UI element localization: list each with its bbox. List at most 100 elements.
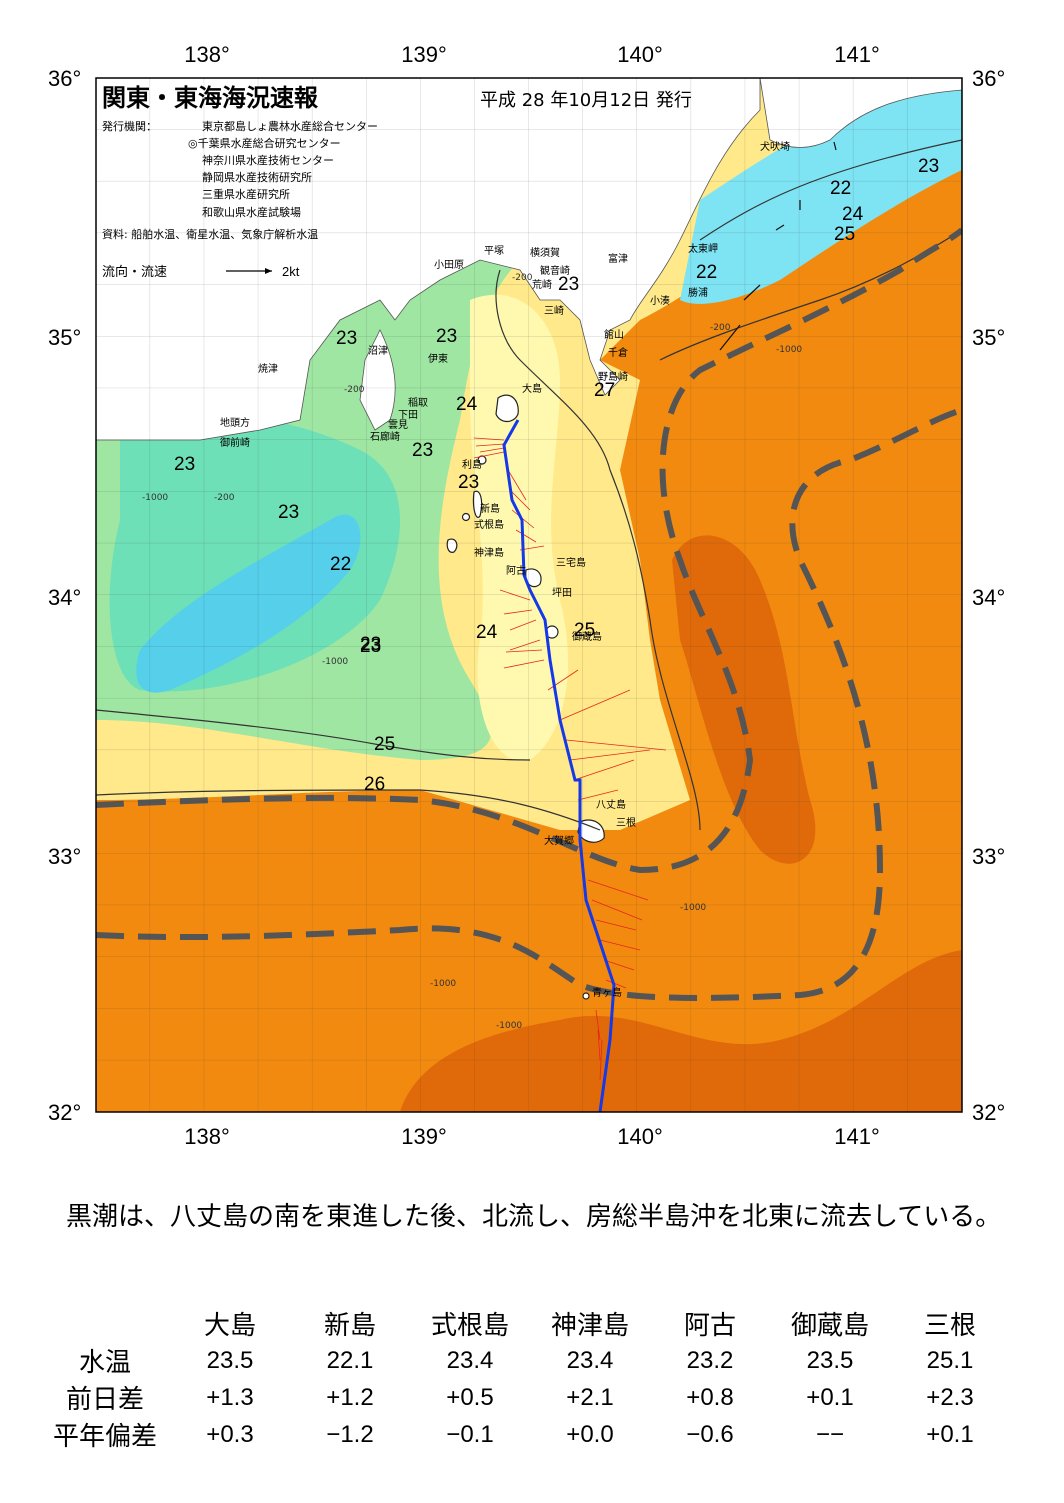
data-source: 資料: 船舶水温、衛星水温、気象庁解析水温 [102, 227, 318, 241]
kuroshio-summary: 黒潮は、八丈島の南を東進した後、北流し、房総半島沖を北東に流去している。 [66, 1202, 1002, 1232]
table-cell: +1.2 [326, 1383, 374, 1411]
temp-label: 23 [360, 636, 381, 657]
table-cell: 23.5 [806, 1346, 854, 1374]
temp-label: 24 [842, 204, 864, 225]
table-cell: 23.2 [686, 1346, 734, 1374]
temp-label: 22 [330, 554, 351, 575]
table-cell: −1.2 [326, 1420, 374, 1448]
place-label: 雲見 [388, 419, 408, 431]
temp-label: 23 [436, 326, 457, 347]
place-label: 館山 [604, 328, 624, 341]
station-header: 阿古 [683, 1311, 736, 1341]
place-label: 焼津 [258, 363, 278, 375]
lon-label-top: 141° [834, 42, 880, 67]
temp-label: 23 [558, 274, 579, 295]
place-label: 勝浦 [688, 286, 708, 299]
station-header: 大島 [203, 1311, 256, 1341]
temp-label: 23 [360, 634, 381, 655]
table-cell: +2.1 [566, 1383, 614, 1411]
place-names: 犬吠埼 太東岬 勝浦 小湊 富津 横須賀 観音崎 荒崎 平塚 三崎 小田原 館山… [220, 140, 790, 999]
depth-label: -1000 [430, 979, 456, 989]
place-label: 小田原 [434, 259, 464, 271]
table-cell: +0.1 [926, 1420, 974, 1448]
place-label: 沼津 [368, 344, 388, 357]
lat-labels: 36° 35° 34° 33° 32° 36° 35° 34° 33° 32° [48, 66, 1005, 1125]
flow-legend-label: 流向・流速 [102, 264, 167, 280]
place-label: 太東岬 [688, 242, 718, 255]
depth-label: -200 [344, 385, 365, 395]
lon-label-bottom: 138° [184, 1124, 230, 1149]
temp-label: 23 [918, 156, 939, 177]
place-label: 犬吠埼 [760, 140, 790, 153]
temp-label: 23 [278, 502, 299, 523]
lon-label-bottom: 141° [834, 1124, 880, 1149]
temp-label: 23 [458, 472, 479, 493]
temp-label: 24 [456, 394, 478, 415]
place-label: 利島 [462, 458, 482, 471]
table-cell: +0.0 [566, 1420, 614, 1448]
temp-label: 24 [476, 622, 498, 643]
depth-label: -1000 [142, 493, 168, 503]
place-label: 青ヶ島 [592, 986, 622, 999]
lat-label-right: 34° [972, 585, 1005, 610]
place-label: 下田 [398, 410, 418, 421]
place-label: 千倉 [608, 346, 628, 359]
table-row: 前日差 +1.3 +1.2 +0.5 +2.1 +0.8 +0.1 +2.3 [40, 1379, 1010, 1416]
depth-label: -1000 [496, 1021, 522, 1031]
place-label: 三崎 [544, 304, 564, 317]
row-label: 水温 [78, 1348, 131, 1378]
row-label: 前日差 [65, 1385, 144, 1415]
place-label: 地頭方 [220, 416, 250, 429]
place-label: 稲取 [408, 397, 428, 409]
lat-label-left: 32° [48, 1100, 81, 1125]
flow-legend-arrowhead [265, 268, 272, 274]
place-label: 神津島 [474, 546, 504, 559]
station-header: 式根島 [430, 1311, 509, 1341]
place-label: 坪田 [552, 586, 572, 599]
lon-label-bottom: 140° [617, 1124, 663, 1149]
temp-label: 25 [574, 620, 595, 641]
sea-condition-map: 138° 139° 140° 141° 138° 139° 140° 141° … [48, 42, 1005, 1149]
issuer-item: 静岡県水産技術研究所 [202, 170, 312, 184]
place-label: 阿古 [506, 564, 526, 577]
table-cell: −0.1 [446, 1420, 494, 1448]
lat-label-left: 33° [48, 844, 81, 869]
station-header: 新島 [323, 1311, 376, 1341]
lat-label-left: 36° [48, 66, 81, 91]
issuer-item: ◎千葉県水産総合研究センター [188, 136, 341, 150]
map-frame [95, 77, 963, 1113]
temp-label: 26 [364, 774, 385, 795]
issuer-item: 和歌山県水産試験場 [202, 205, 301, 219]
issuer-item: 三重県水産研究所 [202, 187, 290, 201]
row-label: 平年偏差 [52, 1422, 157, 1452]
depth-label: -200 [512, 273, 533, 283]
table-header-row: 大島 新島 式根島 神津島 阿古 御蔵島 三根 [40, 1305, 1010, 1342]
table-cell: 23.4 [566, 1346, 614, 1374]
place-label: 三根 [616, 816, 636, 829]
temp-label: 23 [412, 440, 433, 461]
temp-label: 25 [834, 224, 855, 245]
lat-label-right: 36° [972, 66, 1005, 91]
table-cell: 22.1 [326, 1346, 374, 1374]
temp-label: 27 [594, 380, 615, 401]
place-label: 富津 [608, 252, 628, 265]
station-header: 三根 [923, 1311, 976, 1341]
table-cell: 23.5 [206, 1346, 254, 1374]
table-cell: −− [815, 1420, 845, 1448]
table-cell: +0.8 [686, 1383, 734, 1411]
station-header: 神津島 [550, 1311, 629, 1341]
depth-labels: -200 -200 -200 -200 -1000 -1000 -1000 -1… [142, 273, 802, 1031]
place-label: 三宅島 [556, 556, 586, 569]
station-header: 御蔵島 [790, 1311, 869, 1341]
temp-label: 22 [696, 262, 717, 283]
place-label: 御蔵島 [572, 630, 602, 643]
table-row: 平年偏差 +0.3 −1.2 −0.1 +0.0 −0.6 −− +0.1 [40, 1416, 1010, 1453]
station-temperature-table: 大島 新島 式根島 神津島 阿古 御蔵島 三根 水温 23.5 22.1 23.… [40, 1305, 1010, 1453]
axis-labels: 138° 139° 140° 141° 138° 139° 140° 141° [184, 42, 880, 1149]
lat-label-right: 32° [972, 1100, 1005, 1125]
depth-label: -1000 [680, 903, 706, 913]
flow-legend-scale: 2kt [282, 264, 300, 279]
lat-label-right: 35° [972, 325, 1005, 350]
place-label: 小湊 [650, 294, 670, 307]
depth-label: -200 [710, 323, 731, 333]
